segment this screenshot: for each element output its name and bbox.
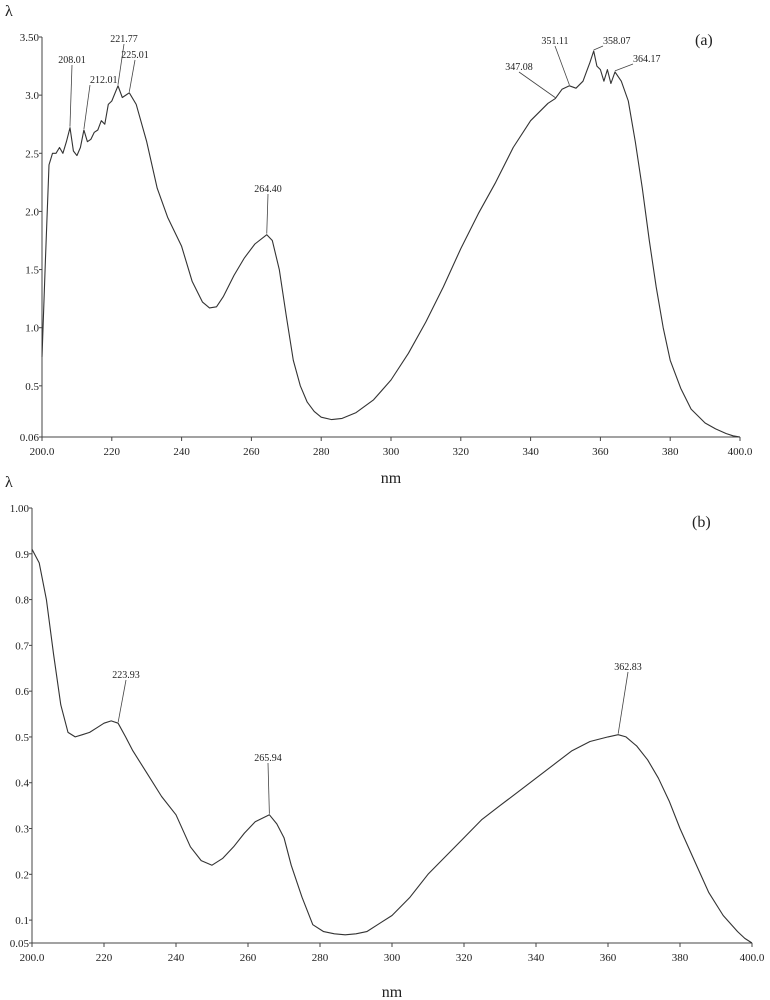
y-axis-label: λ	[5, 474, 13, 491]
y-tick-label: 0.3	[15, 824, 29, 836]
y-tick-label: 0.2	[15, 869, 29, 881]
y-tick-label: 0.5	[25, 381, 39, 393]
x-tick-label: 340	[528, 952, 545, 964]
panel-label: (a)	[695, 32, 713, 49]
x-tick-label: 320	[456, 952, 473, 964]
peak-leader-line	[117, 679, 127, 723]
peak-leader-line	[267, 762, 270, 814]
peak-leader-line	[614, 63, 634, 72]
x-tick-label: 240	[168, 952, 185, 964]
y-axis-label: λ	[5, 3, 13, 20]
y-tick-label: 0.7	[15, 640, 29, 652]
x-tick-label: 240	[173, 446, 190, 458]
peak-leader-line	[83, 84, 91, 130]
x-tick-label: 280	[313, 446, 330, 458]
y-tick-label: 1.0	[25, 323, 39, 335]
x-tick-label: 380	[662, 446, 679, 458]
x-tick-label: 400.0	[728, 446, 753, 458]
x-tick-label: 400.0	[740, 952, 765, 964]
y-tick-label: 0.5	[15, 732, 29, 744]
x-tick-label: 320	[453, 446, 470, 458]
peak-label: 362.83	[614, 662, 642, 673]
peak-label: 358.07	[603, 36, 631, 47]
peak-label: 265.94	[254, 753, 282, 764]
y-tick-label: 3.0	[25, 90, 39, 102]
peak-leader-line	[69, 64, 73, 127]
chart-panel-a: 0.06 0.5 1.0 1.5 2.0 2.5 3.0 3.50 200.0 220 240 260…	[5, 3, 753, 487]
y-tick-label: 1.00	[10, 503, 30, 515]
y-tick-label: 2.5	[25, 148, 39, 160]
peak-leader-line	[593, 45, 604, 51]
peak-label: 351.11	[541, 36, 568, 47]
x-axis-label: nm	[382, 984, 403, 1000]
x-tick-label: 300	[384, 952, 401, 964]
y-tick-label: 0.6	[15, 686, 29, 698]
y-tick-label: 0.06	[20, 432, 40, 444]
y-tick-label: 3.50	[20, 32, 40, 44]
peak-leader-line	[518, 71, 556, 98]
y-tick-label: 1.5	[25, 265, 39, 277]
y-tick-label: 0.1	[15, 915, 29, 927]
x-tick-label: 360	[600, 952, 617, 964]
y-tick-label: 0.9	[15, 549, 29, 561]
peak-leader-line	[117, 43, 125, 85]
x-tick-label: 280	[312, 952, 329, 964]
peak-label: 221.77	[110, 34, 138, 45]
chart-panel-b: 0.05 0.1 0.2 0.3 0.4 0.5 0.6 0.7 0.8 0.9 1.00 200.0…	[5, 474, 765, 1000]
x-tick-label: 220	[96, 952, 113, 964]
x-tick-label: 300	[383, 446, 400, 458]
x-tick-label: 360	[592, 446, 609, 458]
y-tick-label: 2.0	[25, 206, 39, 218]
x-tick-label: 200.0	[30, 446, 55, 458]
peak-label: 225.01	[121, 50, 149, 61]
y-tick-label: 0.8	[15, 595, 29, 607]
peak-leader-line	[554, 45, 570, 85]
spectrum-line	[41, 50, 741, 438]
peak-leader-line	[617, 671, 629, 734]
panel-label: (b)	[692, 514, 711, 531]
y-tick-label: 0.05	[10, 938, 30, 950]
y-tick-label: 0.4	[15, 778, 29, 790]
x-tick-label: 260	[240, 952, 257, 964]
x-tick-label: 340	[522, 446, 539, 458]
peak-label: 364.17	[633, 54, 661, 65]
spectrum-line	[31, 548, 753, 944]
peak-label: 347.08	[505, 62, 533, 73]
peak-label: 212.01	[90, 75, 118, 86]
x-tick-label: 380	[672, 952, 689, 964]
peak-label: 208.01	[58, 55, 86, 66]
x-axis-label: nm	[381, 470, 402, 487]
x-tick-label: 200.0	[20, 952, 45, 964]
peak-label: 223.93	[112, 670, 140, 681]
peak-label: 264.40	[254, 184, 282, 195]
peak-leader-line	[266, 193, 269, 234]
peak-leader-line	[128, 59, 136, 92]
x-tick-label: 220	[104, 446, 121, 458]
x-tick-label: 260	[243, 446, 260, 458]
